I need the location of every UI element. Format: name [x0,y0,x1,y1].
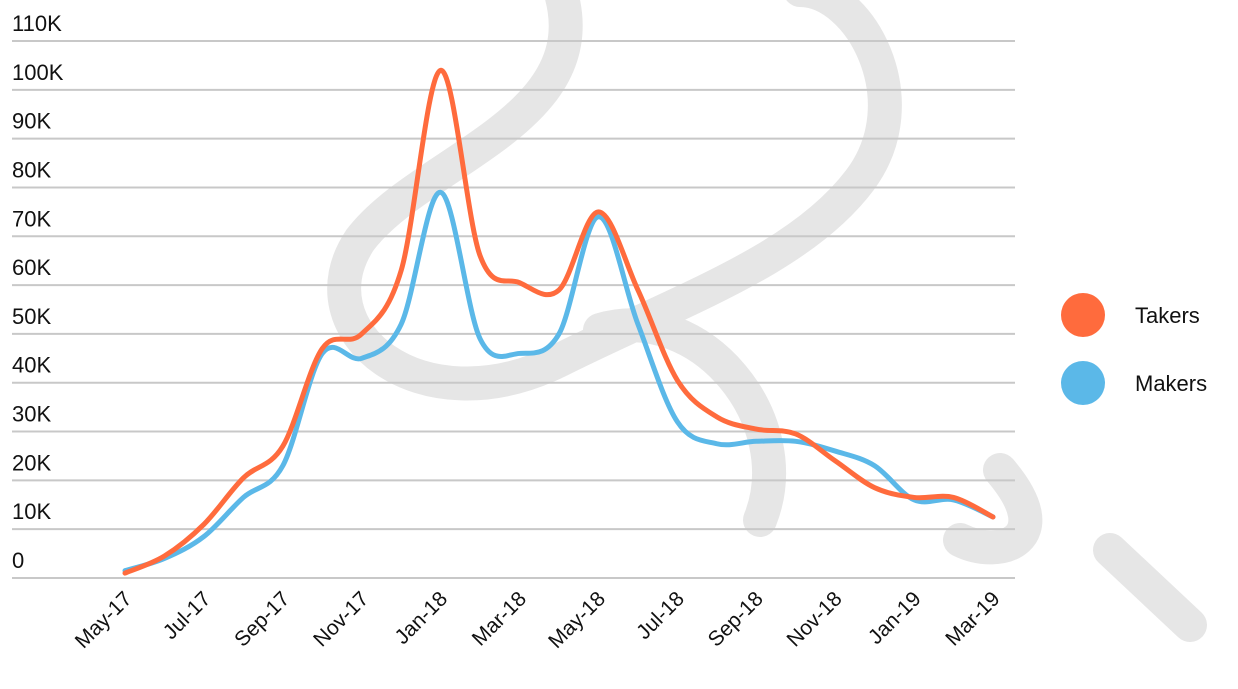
x-tick-label: Jan-18 [390,587,452,649]
y-tick-label: 50K [12,304,51,329]
y-tick-label: 110K [12,11,62,36]
legend-label: Makers [1135,371,1207,396]
x-tick-label: Mar-19 [941,587,1004,650]
x-tick-label: Sep-18 [704,587,768,651]
y-tick-label: 70K [12,206,51,231]
x-tick-label: May-17 [71,587,137,653]
y-tick-label: 40K [12,353,51,378]
series-line [122,67,996,576]
y-tick-label: 80K [12,157,51,182]
x-tick-label: Nov-17 [309,587,373,651]
y-tick-label: 20K [12,450,51,475]
x-tick-label: Jul-18 [632,587,689,644]
y-tick-label: 30K [12,402,51,427]
y-tick-label: 90K [12,109,51,134]
y-tick-label: 10K [12,499,51,524]
y-tick-label: 60K [12,255,51,280]
legend-swatch [1061,361,1105,405]
x-tick-label: Sep-17 [230,587,294,651]
x-tick-label: Jan-19 [864,587,926,649]
legend-label: Takers [1135,303,1200,328]
x-tick-label: Mar-18 [468,587,531,650]
series-line [122,189,996,574]
y-tick-label: 0 [12,548,24,573]
legend-swatch [1061,293,1105,337]
y-tick-label: 100K [12,60,64,85]
x-tick-label: Jul-17 [159,587,216,644]
x-tick-label: May-18 [544,587,610,653]
x-tick-label: Nov-18 [783,587,847,651]
